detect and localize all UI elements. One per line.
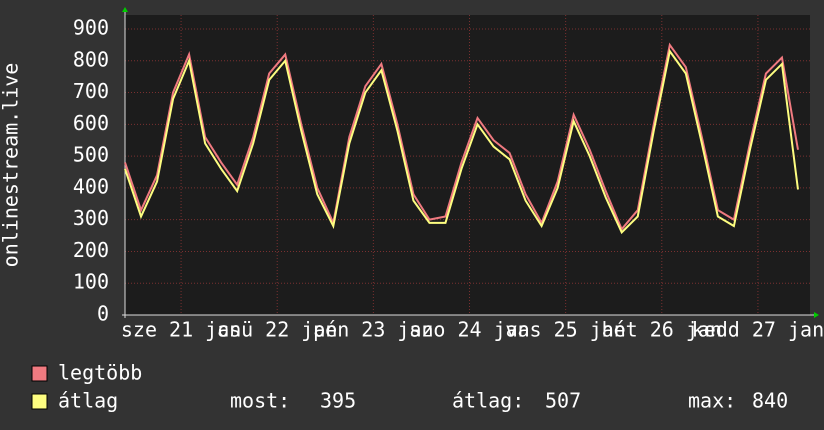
stat-value: 395	[320, 389, 356, 413]
x-tick-label: vas 25 jan	[505, 318, 625, 342]
y-tick-label: 800	[73, 47, 109, 71]
x-tick-label: kedd 27 jan	[692, 318, 824, 342]
axis-arrow	[122, 7, 128, 12]
x-tick-label: sze 21 jan	[121, 318, 241, 342]
stat-label: most:	[230, 389, 290, 413]
y-tick-label: 300	[73, 206, 109, 230]
y-tick-label: 200	[73, 238, 109, 262]
legend-label: legtöbb	[58, 361, 142, 385]
x-tick-label: szo 24 jan	[409, 318, 529, 342]
y-tick-label: 600	[73, 111, 109, 135]
stat-value: 507	[545, 389, 581, 413]
y-tick-label: 100	[73, 270, 109, 294]
x-tick-label: hét 26 jan	[602, 318, 722, 342]
series-line	[124, 48, 799, 235]
stat-label: max:	[688, 389, 736, 413]
series-line	[124, 42, 799, 232]
stat-value: 840	[752, 389, 788, 413]
stat-label: átlag:	[452, 389, 524, 413]
plot-area	[125, 15, 810, 315]
y-tick-label: 900	[73, 16, 109, 40]
legend-swatch	[31, 393, 48, 410]
y-axis-label: onlinestream.live	[0, 63, 23, 268]
axis-arrow	[814, 312, 819, 318]
x-tick-label: pén 23 jan	[313, 318, 433, 342]
x-tick-label: csü 22 jan	[217, 318, 337, 342]
y-tick-label: 700	[73, 79, 109, 103]
legend-swatch	[31, 365, 48, 382]
y-tick-label: 400	[73, 174, 109, 198]
legend-label: átlag	[58, 389, 118, 413]
y-tick-label: 500	[73, 143, 109, 167]
y-tick-label: 0	[97, 302, 109, 326]
